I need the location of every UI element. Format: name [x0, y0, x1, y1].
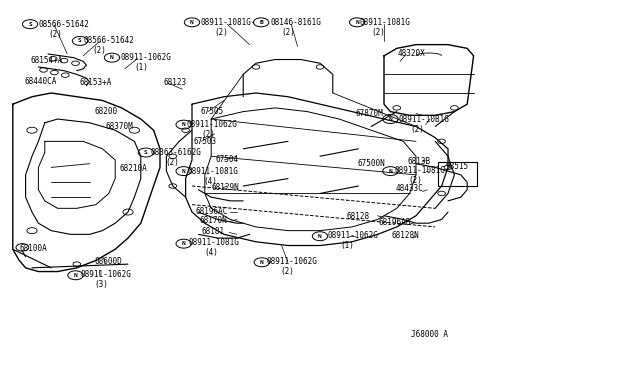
Text: 67500N: 67500N: [357, 159, 385, 168]
Text: 67504: 67504: [216, 155, 239, 164]
Text: (3): (3): [95, 280, 109, 289]
Text: 68181: 68181: [202, 227, 225, 236]
Text: (2): (2): [371, 28, 385, 37]
Text: N: N: [74, 273, 77, 278]
Text: 67505: 67505: [200, 107, 223, 116]
Text: 08911-10B1G: 08911-10B1G: [398, 115, 449, 124]
Text: N: N: [388, 116, 392, 122]
Text: 08911-1081G: 08911-1081G: [189, 238, 239, 247]
Text: (2): (2): [408, 176, 422, 185]
Text: N: N: [355, 20, 359, 25]
Text: (1): (1): [134, 63, 148, 72]
Text: (2): (2): [410, 125, 424, 134]
Text: (2): (2): [48, 30, 62, 39]
Text: 68370M: 68370M: [106, 122, 133, 131]
Text: 08911-1062G: 08911-1062G: [81, 270, 131, 279]
Text: B: B: [259, 20, 263, 25]
Text: 6813B: 6813B: [407, 157, 430, 166]
Text: 68153+A: 68153+A: [80, 78, 113, 87]
Text: 08363-6162G: 08363-6162G: [150, 148, 201, 157]
Text: 08911-1062G: 08911-1062G: [120, 53, 171, 62]
Text: 68123: 68123: [163, 78, 186, 87]
Text: N: N: [388, 169, 392, 174]
Text: N: N: [318, 234, 322, 239]
Text: 68210A: 68210A: [119, 164, 147, 173]
Text: 08911-1081G: 08911-1081G: [360, 18, 410, 27]
Text: S: S: [144, 150, 148, 155]
Text: 67870M: 67870M: [356, 109, 383, 118]
Text: 08566-51642: 08566-51642: [38, 20, 89, 29]
Text: (4): (4): [205, 248, 219, 257]
Text: (2): (2): [280, 267, 294, 276]
Text: 68196AB: 68196AB: [379, 218, 412, 227]
Text: (1): (1): [340, 241, 355, 250]
Text: N: N: [182, 122, 186, 127]
Text: 98515: 98515: [445, 162, 468, 171]
Text: N: N: [182, 169, 186, 174]
Text: 08911-1081G: 08911-1081G: [394, 166, 445, 175]
Text: 68196AC: 68196AC: [196, 207, 228, 216]
Text: J68000 A: J68000 A: [411, 330, 448, 339]
Text: 08911-1081G: 08911-1081G: [188, 167, 238, 176]
Text: 68170N: 68170N: [200, 216, 227, 225]
Text: S: S: [78, 38, 82, 44]
Text: 08566-51642: 08566-51642: [83, 36, 134, 45]
Text: 67503: 67503: [194, 137, 217, 146]
Text: 68129N: 68129N: [211, 183, 239, 192]
Text: 68154+A: 68154+A: [31, 56, 63, 65]
Text: (2): (2): [214, 28, 228, 37]
Text: N: N: [110, 55, 114, 60]
Text: (2): (2): [93, 46, 107, 55]
Text: 68128: 68128: [347, 212, 370, 221]
Text: 68600D: 68600D: [95, 257, 122, 266]
Text: 68128N: 68128N: [392, 231, 419, 240]
Text: (4): (4): [204, 177, 218, 186]
Text: 08911-1062G: 08911-1062G: [187, 120, 237, 129]
Text: 68440CA: 68440CA: [24, 77, 57, 86]
Text: 48320X: 48320X: [398, 49, 426, 58]
Text: (2): (2): [201, 130, 215, 139]
Text: 08911-1081G-: 08911-1081G-: [201, 18, 257, 27]
Text: (2): (2): [165, 158, 179, 167]
Text: (2): (2): [282, 28, 296, 37]
Text: 48433C: 48433C: [396, 185, 423, 193]
Text: N: N: [260, 260, 264, 265]
FancyBboxPatch shape: [438, 162, 477, 186]
Text: 68100A: 68100A: [19, 244, 47, 253]
Text: N: N: [182, 241, 186, 246]
Text: N: N: [190, 20, 194, 25]
Text: 08911-1062G: 08911-1062G: [266, 257, 317, 266]
Text: S: S: [28, 22, 32, 27]
Text: 08146-8161G: 08146-8161G: [270, 18, 321, 27]
Text: 68200: 68200: [95, 107, 118, 116]
Text: 08911-1062G: 08911-1062G: [327, 231, 378, 240]
